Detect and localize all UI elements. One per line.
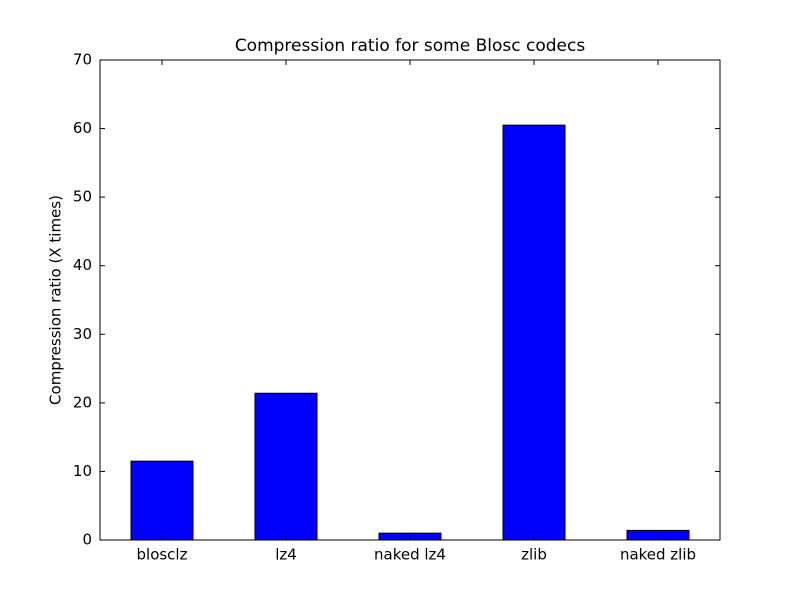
x-tick-label: lz4 [275, 546, 297, 564]
y-tick-label: 60 [73, 119, 92, 137]
y-tick-label: 70 [73, 51, 92, 69]
y-axis-label: Compression ratio (X times) [47, 195, 65, 405]
bar [254, 392, 318, 541]
bar [502, 124, 566, 541]
y-tick-label: 20 [73, 393, 92, 411]
x-tick-label: blosclz [137, 546, 188, 564]
chart-title: Compression ratio for some Blosc codecs [235, 36, 586, 56]
y-tick-label: 0 [82, 531, 92, 549]
x-tick-label: naked lz4 [374, 546, 446, 564]
x-tick-label: zlib [521, 546, 547, 564]
y-tick-label: 10 [73, 462, 92, 480]
x-tick-label: naked zlib [620, 546, 696, 564]
y-tick-label: 40 [73, 256, 92, 274]
y-tick-label: 30 [73, 325, 92, 343]
y-tick-label: 50 [73, 188, 92, 206]
plot-frame [99, 59, 721, 541]
bar [130, 460, 194, 541]
